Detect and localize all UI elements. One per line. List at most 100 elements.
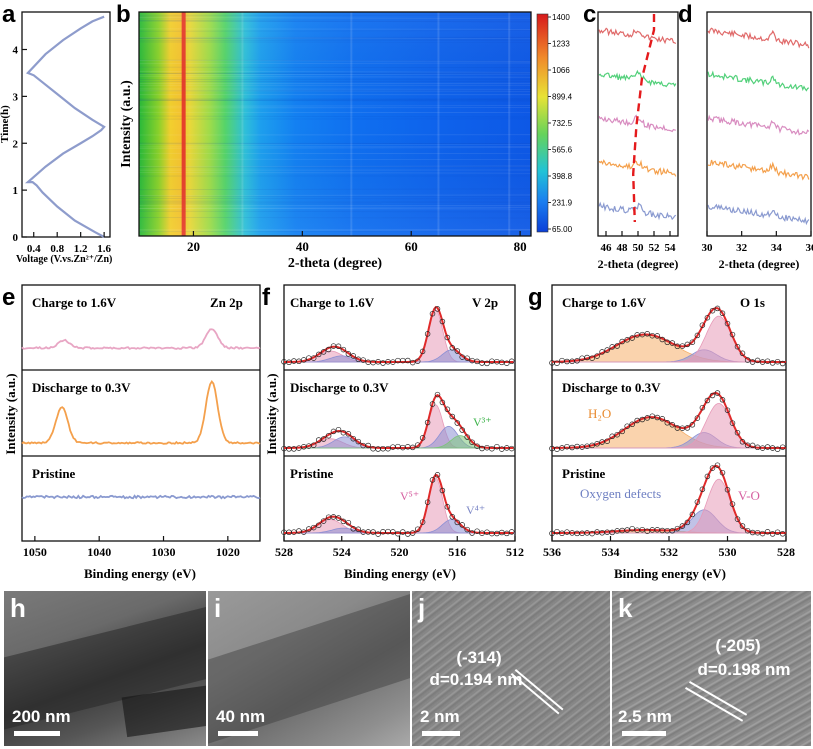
- chart-g-raw-point-1-72: [669, 422, 676, 428]
- tem-k-dspacing: d=0.198 nm: [697, 660, 791, 679]
- chart-g-raw-point-1-120: [749, 442, 756, 449]
- chart-g-raw-point-0-30: [599, 349, 605, 355]
- chart-f-raw-point-0-66: [390, 359, 396, 365]
- chart-e-xlabel: Binding energy (eV): [84, 566, 196, 581]
- chart-f-raw-point-1-84: [419, 435, 426, 441]
- chart-g-raw-point-0-36: [609, 344, 615, 350]
- chart-f-raw-point-1-51: [365, 442, 371, 449]
- chart-g-raw-point-0-129: [764, 358, 771, 364]
- chart-g-raw-point-0-3: [554, 360, 560, 366]
- chart-c-peak-shift-trace: [631, 14, 656, 223]
- chart-f-raw-point-2-69: [395, 530, 401, 537]
- chart-g-raw-point-2-105: [724, 486, 731, 493]
- chart-e-frame: [21, 284, 261, 542]
- chart-f-title: V 2p: [472, 295, 498, 310]
- chart-g: Charge to 1.6V O 1s Discharge to 0.3V H₂…: [543, 284, 795, 581]
- chart-g-raw-point-1-111: [734, 429, 741, 436]
- chart-f-raw-point-0-27: [325, 346, 332, 353]
- chart-g-fit-envelope-2: [552, 464, 786, 534]
- chart-f-raw-point-2-33: [335, 515, 342, 521]
- chart-f-raw-point-0-96: [439, 318, 446, 325]
- chart-g-raw-point-0-45: [624, 337, 630, 343]
- chart-b-xtick-label-2: 60: [405, 239, 418, 254]
- chart-e-title: Zn 2p: [210, 295, 243, 310]
- chart-g-raw-point-0-135: [774, 358, 781, 365]
- chart-e-spectrum-0: [21, 328, 261, 350]
- chart-g-raw-point-2-84: [689, 511, 696, 518]
- chart-f-raw-point-2-111: [464, 526, 470, 533]
- chart-g-raw-point-2-93: [704, 473, 711, 480]
- chart-f-fit-envelope-0: [284, 305, 514, 363]
- chart-c-x-ticks: 46 48 50 52 54: [601, 231, 676, 254]
- chart-f-raw-point-1-18: [310, 442, 317, 448]
- chart-d: 30 32 34 36 2-theta (degree): [702, 11, 813, 271]
- chart-g-raw-point-2-48: [629, 525, 635, 532]
- chart-f-raw-point-2-87: [424, 499, 431, 505]
- tem-h-letter: h: [10, 593, 26, 623]
- chart-g-raw-point-0-123: [754, 357, 761, 364]
- chart-g-raw-point-0-114: [739, 350, 746, 357]
- chart-c-xlabel: 2-theta (degree): [598, 257, 679, 271]
- panel-letter-g: g: [528, 284, 543, 311]
- tem-j-dspacing: d=0.194 nm: [429, 670, 523, 689]
- chart-g-raw-point-0-78: [679, 343, 686, 349]
- chart-a-ytick-label-4: 4: [13, 45, 19, 57]
- chart-b-xlabel: 2-theta (degree): [288, 256, 383, 271]
- chart-g-oxygen-defects-label: Oxygen defects: [580, 486, 661, 501]
- chart-g-raw-point-0-111: [734, 343, 741, 350]
- chart-f-raw-point-1-138: [508, 445, 515, 452]
- chart-g-xtick-label-0: 536: [543, 545, 561, 559]
- chart-g-raw-point-2-24: [589, 530, 595, 537]
- chart-d-xlabel: 2-theta (degree): [719, 257, 800, 271]
- chart-f-raw-point-0-24: [320, 349, 327, 355]
- chart-d-xtick-label-0: 30: [702, 242, 714, 254]
- panel-letter-a: a: [2, 1, 16, 28]
- chart-g-raw-point-1-69: [664, 420, 671, 426]
- chart-e-x-ticks: 1050 1040 1030 1020: [23, 536, 240, 559]
- chart-g-raw-point-2-114: [739, 523, 746, 529]
- tem-image-k: k (-205) d=0.198 nm 2.5 nm: [612, 591, 811, 746]
- chart-g-raw-point-2-117: [744, 527, 751, 534]
- chart-a-ylabel: Time(h): [0, 105, 11, 143]
- chart-f-xtick-label-2: 520: [391, 545, 409, 559]
- chart-c-xtick-label-0: 46: [601, 242, 613, 254]
- tem-j-letter: j: [418, 593, 426, 623]
- chart-g-raw-point-1-54: [639, 416, 646, 423]
- chart-f-v5-label: V⁵⁺: [400, 489, 419, 503]
- chart-g-raw-point-1-63: [654, 414, 661, 421]
- chart-f-raw-point-0-75: [405, 357, 411, 364]
- chart-g-raw-point-2-57: [644, 528, 651, 534]
- chart-g-vo-label: V-O: [738, 488, 760, 503]
- chart-g-raw-point-0-87: [694, 332, 701, 339]
- chart-g-raw-point-2-138: [779, 531, 786, 537]
- chart-f-raw-point-1-81: [414, 442, 421, 448]
- chart-f-raw-point-2-120: [479, 530, 485, 536]
- chart-a-gcd-curve: [24, 15, 106, 238]
- chart-g-raw-point-2-36: [609, 529, 615, 536]
- chart-g-raw-point-0-108: [729, 331, 736, 338]
- colorbar-b-tick-label-6: 398.8: [552, 172, 573, 181]
- chart-f-raw-point-2-12: [301, 529, 307, 535]
- colorbar-b-tick-label-3: 899.4: [552, 93, 573, 102]
- chart-b-ylabel: Intensity (a.u.): [119, 80, 134, 168]
- tem-k-scale-bar: [622, 731, 666, 736]
- chart-f-raw-point-1-111: [464, 434, 470, 440]
- chart-g-raw-point-1-48: [629, 421, 635, 428]
- chart-g-raw-point-2-78: [679, 523, 686, 529]
- tem-k-scale-label: 2.5 nm: [618, 707, 672, 726]
- chart-c-frame: [597, 11, 679, 237]
- chart-f-label-pristine: Pristine: [290, 466, 334, 481]
- chart-a-xlabel: Voltage (V.vs.Zn²⁺/Zn): [16, 254, 112, 265]
- chart-d-xtick-label-3: 36: [806, 242, 813, 254]
- tem-k-plane: (-205): [715, 636, 761, 655]
- chart-g-spectra: [549, 305, 786, 537]
- chart-e-label-discharge: Discharge to 0.3V: [32, 380, 131, 395]
- chart-g-raw-point-0-24: [589, 355, 595, 361]
- tem-i-scale-bar: [218, 731, 258, 736]
- chart-g-raw-point-1-87: [694, 415, 701, 421]
- chart-f-raw-point-1-132: [499, 446, 505, 452]
- chart-d-pattern-1: [707, 70, 810, 92]
- chart-f-raw-point-0-105: [454, 348, 461, 354]
- chart-g-raw-point-1-27: [594, 441, 600, 447]
- chart-f-raw-point-0-93: [434, 306, 441, 312]
